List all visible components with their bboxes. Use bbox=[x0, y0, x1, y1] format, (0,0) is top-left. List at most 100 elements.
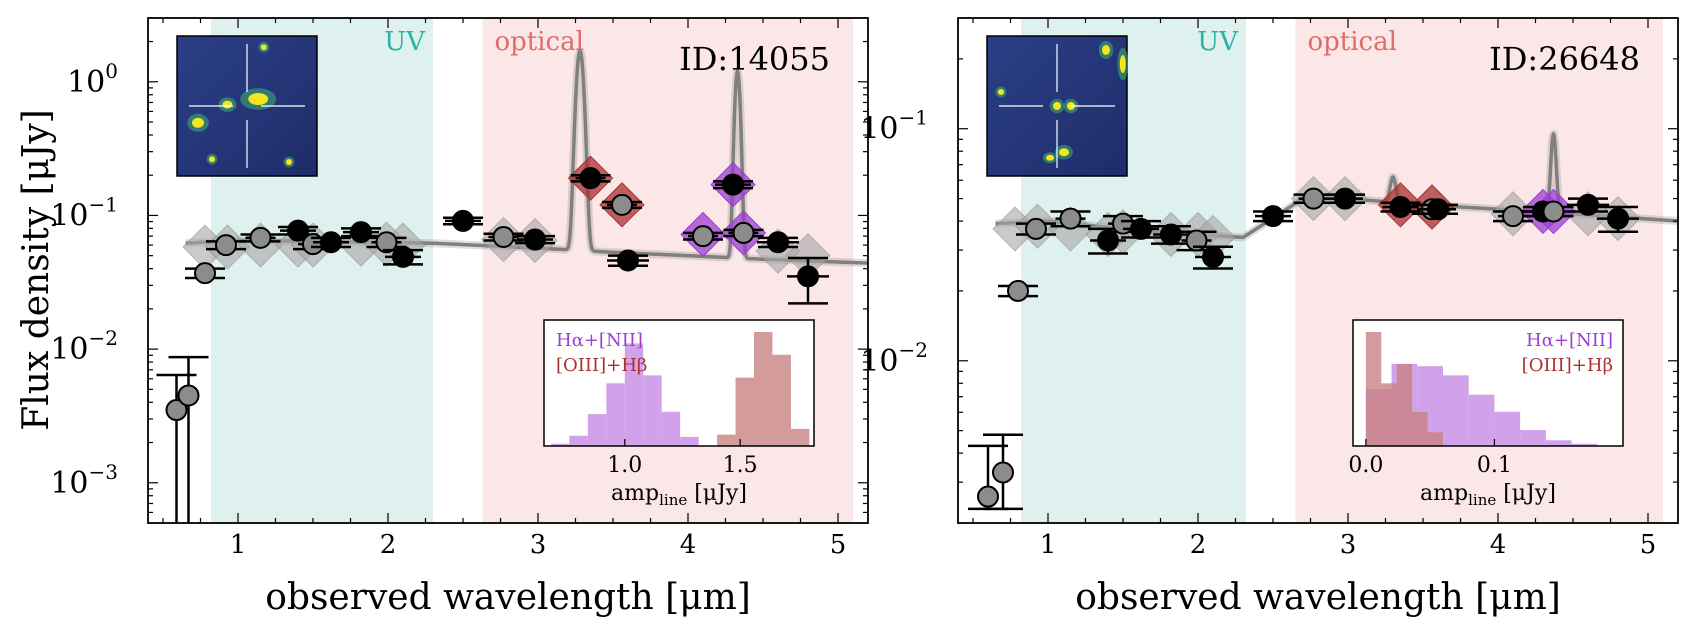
halpha-hist-bar bbox=[1494, 411, 1521, 446]
data-point-black bbox=[1334, 187, 1356, 210]
data-point-gray bbox=[1185, 229, 1208, 252]
halpha-hist-bar bbox=[643, 375, 662, 446]
data-point-gray bbox=[977, 485, 999, 508]
x-tick-label: 5 bbox=[830, 530, 847, 560]
x-axis-label-left: observed wavelength [μm] bbox=[265, 577, 751, 618]
data-point-gray bbox=[249, 226, 272, 249]
image-cutout bbox=[986, 35, 1129, 177]
uv-band-label: UV bbox=[1197, 27, 1239, 57]
data-point-black bbox=[1577, 193, 1599, 216]
y-tick-label: 10−2 bbox=[860, 338, 928, 379]
cutout-source bbox=[286, 159, 292, 165]
inset-x-label-main: amp bbox=[1420, 481, 1468, 506]
oiii-hist-bar bbox=[772, 354, 791, 446]
data-point-black bbox=[722, 173, 744, 196]
y-tick-exponent: −2 bbox=[899, 338, 928, 362]
cutout-source bbox=[998, 89, 1004, 95]
x-tick-label: 2 bbox=[1190, 530, 1207, 560]
data-point-black bbox=[1607, 207, 1629, 230]
x-tick-label: 1 bbox=[230, 530, 247, 560]
data-point-gray bbox=[1502, 205, 1524, 228]
data-point-gray bbox=[1112, 212, 1134, 235]
galaxy-id: ID:14055 bbox=[679, 40, 830, 78]
data-point-gray bbox=[177, 384, 200, 407]
x-tick-label: 3 bbox=[1340, 530, 1357, 560]
y-tick-label: 10−1 bbox=[50, 192, 118, 233]
oiii-hist-bar bbox=[1365, 332, 1382, 446]
oiii-hist-bar bbox=[1381, 383, 1397, 446]
halpha-hist-bar bbox=[1520, 430, 1546, 446]
cutout-source bbox=[192, 117, 204, 128]
halpha-hist-bar bbox=[550, 443, 570, 446]
x-tick-label: 1 bbox=[1040, 530, 1057, 560]
legend-oiii: [OIII]+Hβ bbox=[1522, 355, 1613, 376]
data-point-black bbox=[392, 245, 414, 268]
data-point-gray bbox=[1542, 200, 1565, 223]
inset-x-tick-label: 1.0 bbox=[607, 453, 642, 478]
oiii-hist-bar bbox=[1396, 363, 1413, 446]
halpha-hist-bar bbox=[1545, 440, 1572, 446]
plot-frame bbox=[147, 17, 869, 524]
x-tick-label: 2 bbox=[380, 530, 397, 560]
inset-x-label-sub: line bbox=[1468, 491, 1496, 509]
legend-oiii: [OIII]+Hβ bbox=[556, 355, 647, 376]
data-point-gray bbox=[1302, 187, 1325, 210]
data-point-black bbox=[320, 231, 342, 254]
optical-band bbox=[1295, 18, 1663, 523]
data-point-black bbox=[767, 231, 789, 254]
halpha-hist-bar bbox=[624, 343, 644, 446]
cutout-source bbox=[248, 93, 269, 105]
data-point-black bbox=[1389, 195, 1412, 218]
x-axis-label-right: observed wavelength [μm] bbox=[1075, 577, 1561, 618]
inset-x-tick-label: 0.0 bbox=[1348, 453, 1383, 478]
data-point-gray bbox=[215, 234, 237, 257]
uv-band-label: UV bbox=[384, 27, 426, 57]
halpha-hist-bar bbox=[661, 411, 681, 446]
oiii-hist-bar bbox=[754, 332, 773, 446]
data-point-gray bbox=[194, 262, 216, 285]
data-point-black bbox=[797, 265, 819, 288]
inset-histogram: 0.0 0.1 ampline [μJy] Hα+[NII] [OIII]+Hβ bbox=[1348, 319, 1624, 509]
data-point-gray bbox=[1059, 207, 1082, 230]
inset-x-tick-label: 0.1 bbox=[1477, 453, 1512, 478]
optical-band bbox=[482, 18, 853, 523]
data-point-gray bbox=[375, 231, 398, 254]
y-tick-label: 10−3 bbox=[50, 460, 118, 501]
inset-histogram: 1.0 1.5 ampline [μJy] Hα+[NII] [OIII]+Hβ bbox=[543, 319, 815, 509]
data-point-black bbox=[350, 221, 372, 244]
y-tick-exponent: −3 bbox=[89, 460, 118, 484]
oiii-hist-bar bbox=[790, 428, 810, 446]
x-tick-label: 5 bbox=[1640, 530, 1657, 560]
inset-x-label: ampline [μJy] bbox=[611, 481, 747, 509]
data-point-gray bbox=[492, 225, 515, 248]
data-point-black bbox=[579, 167, 602, 190]
data-point-black bbox=[617, 249, 639, 272]
x-tick-label: 4 bbox=[1490, 530, 1507, 560]
data-point-black bbox=[1097, 229, 1119, 252]
y-tick-exponent: 0 bbox=[105, 59, 118, 83]
inset-x-label-unit: [μJy] bbox=[687, 481, 747, 506]
panel-left: UV optical 1 2 3 4 5 10−3 10−2 10−1 100 ID:14055 1.0… bbox=[50, 17, 869, 560]
y-tick-exponent: −2 bbox=[89, 326, 118, 350]
halpha-hist-bar bbox=[1571, 443, 1598, 446]
inset-x-label: ampline [μJy] bbox=[1420, 481, 1556, 509]
data-point-gray bbox=[992, 461, 1014, 484]
data-point-gray bbox=[165, 399, 188, 422]
y-tick-label: 10−1 bbox=[860, 106, 928, 147]
oiii-hist-bar bbox=[1427, 432, 1443, 446]
inset-x-tick-label: 1.5 bbox=[723, 453, 758, 478]
data-point-black bbox=[1202, 246, 1224, 269]
y-tick-label: 10−2 bbox=[50, 326, 118, 367]
legend-halpha: Hα+[NII] bbox=[1526, 330, 1613, 351]
x-tick-label: 4 bbox=[680, 530, 697, 560]
data-point-gray bbox=[1007, 279, 1029, 302]
data-point-black bbox=[524, 228, 546, 251]
cutout-source bbox=[260, 44, 267, 51]
cutout-source bbox=[1059, 148, 1069, 157]
plot-frame bbox=[957, 17, 1679, 524]
oiii-hist-bar bbox=[717, 434, 736, 446]
image-cutout bbox=[176, 35, 318, 177]
halpha-hist-bar bbox=[1468, 394, 1495, 446]
data-point-black bbox=[1262, 205, 1284, 228]
y-tick-exponent: −1 bbox=[899, 106, 928, 130]
